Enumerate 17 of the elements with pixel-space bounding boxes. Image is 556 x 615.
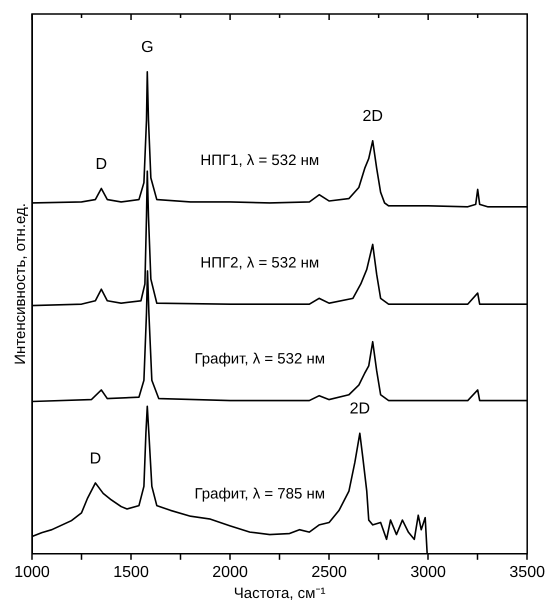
x-tick-label: 3000 xyxy=(410,564,446,581)
annotation: D xyxy=(96,156,108,173)
y-axis-title: Интенсивность, отн.ед. xyxy=(12,203,30,365)
series-label: Графит, λ = 785 нм xyxy=(194,486,326,503)
x-tick-label: 1500 xyxy=(113,564,149,581)
annotation: 2D xyxy=(362,108,383,126)
annotation: G xyxy=(141,39,154,56)
x-axis-title: Частота, см⁻¹ xyxy=(234,585,326,602)
x-tick-label: 3500 xyxy=(509,564,546,581)
annotation: 2D xyxy=(350,400,370,418)
x-tick-label: 2500 xyxy=(311,564,348,581)
annotation: D xyxy=(90,450,102,468)
series-label: НПГ1, λ = 532 нм xyxy=(200,152,320,170)
series-label: Графит, λ = 532 нм xyxy=(194,350,326,368)
series-label: НПГ2, λ = 532 нм xyxy=(200,254,320,272)
x-tick-label: 2000 xyxy=(212,564,248,581)
x-tick-label: 1000 xyxy=(14,564,50,581)
